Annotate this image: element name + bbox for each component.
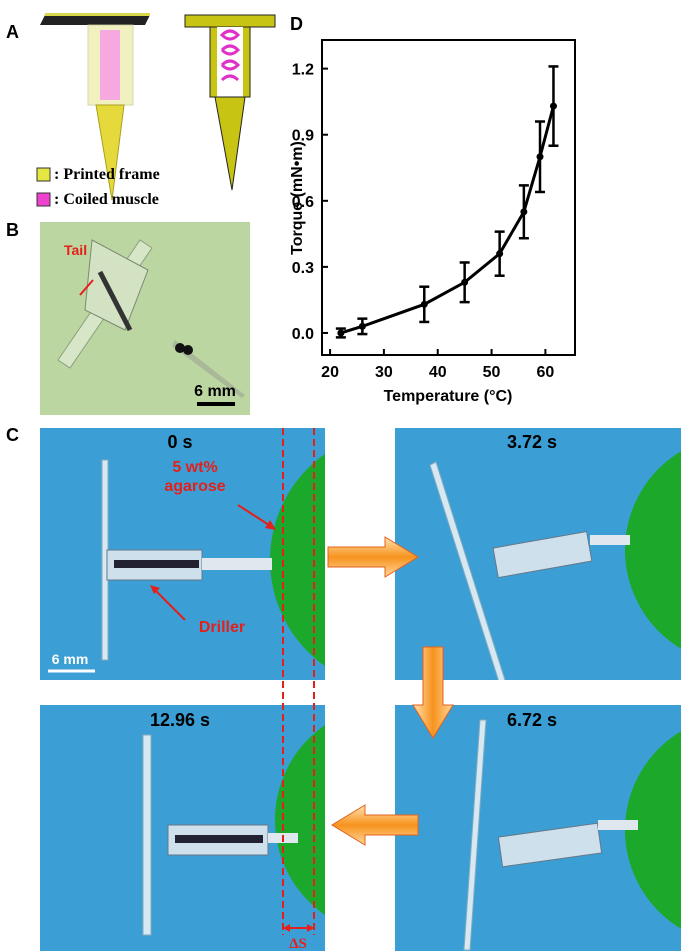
x-tick-label: 30 — [375, 364, 393, 381]
panel-label: B — [6, 220, 19, 240]
data-line — [341, 106, 554, 333]
displacement-label: ΔS — [289, 936, 307, 951]
scale-bar-label: 6 mm — [52, 651, 89, 667]
x-tick-label: 20 — [321, 364, 339, 381]
annotation: Driller — [199, 619, 245, 636]
panel-label: C — [6, 425, 19, 445]
plot-frame — [322, 40, 575, 355]
data-point — [337, 329, 344, 336]
annotation: 5 wt% — [172, 459, 217, 476]
y-tick-label: 1.2 — [292, 62, 314, 79]
y-tick-label: 0.9 — [292, 128, 314, 145]
data-point — [359, 323, 366, 330]
scale-bar-label: 6 mm — [194, 383, 236, 400]
data-point — [496, 250, 503, 257]
data-point — [550, 103, 557, 110]
legend-entry: : Printed frame — [54, 166, 160, 183]
annotation: agarose — [164, 478, 225, 495]
frame-time: 12.96 s — [150, 710, 210, 730]
panel-label: D — [290, 14, 303, 34]
data-point — [461, 279, 468, 286]
frame-time: 3.72 s — [507, 432, 557, 452]
data-point — [520, 208, 527, 215]
panel-label: A — [6, 22, 19, 42]
x-tick-label: 40 — [429, 364, 447, 381]
x-tick-label: 60 — [536, 364, 554, 381]
y-tick-label: 0.0 — [292, 326, 314, 343]
annotation: Tail — [64, 242, 87, 258]
chart: Temperature (°C) Torque (mN•m) 0.00.30.6… — [289, 40, 575, 405]
data-point — [421, 301, 428, 308]
y-tick-label: 0.3 — [292, 260, 314, 277]
x-axis-title: Temperature (°C) — [384, 388, 513, 405]
frame-time: 6.72 s — [507, 710, 557, 730]
panel-c-photos — [40, 428, 681, 951]
page: {"panel_labels":["A","B","C","D"], "pane… — [0, 0, 681, 951]
frame-time: 0 s — [167, 432, 192, 452]
data-point — [537, 153, 544, 160]
legend-entry: : Coiled muscle — [54, 191, 159, 208]
x-tick-label: 50 — [483, 364, 501, 381]
y-tick-label: 0.6 — [292, 194, 314, 211]
figure: : Printed frame : Coiled muscle Tail 6 m… — [0, 0, 681, 951]
